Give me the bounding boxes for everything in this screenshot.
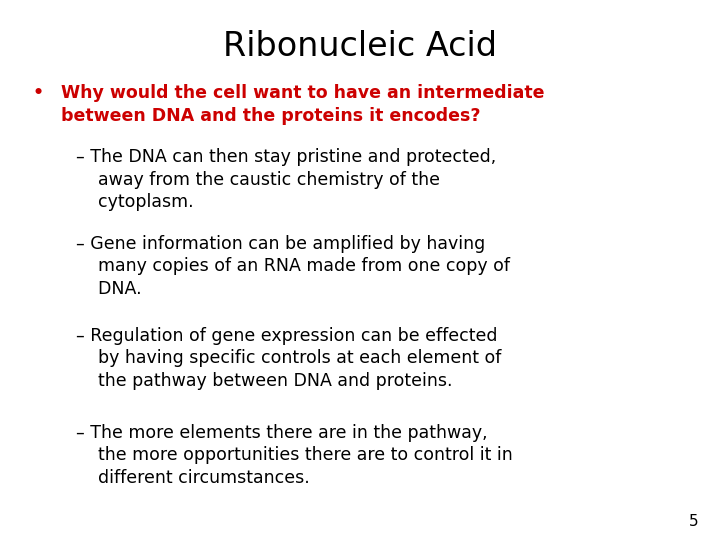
Text: •: • — [32, 84, 43, 102]
Text: 5: 5 — [689, 514, 698, 529]
Text: – The more elements there are in the pathway,
    the more opportunities there a: – The more elements there are in the pat… — [76, 424, 513, 487]
Text: – Gene information can be amplified by having
    many copies of an RNA made fro: – Gene information can be amplified by h… — [76, 235, 510, 298]
Text: Why would the cell want to have an intermediate
between DNA and the proteins it : Why would the cell want to have an inter… — [61, 84, 545, 125]
Text: – Regulation of gene expression can be effected
    by having specific controls : – Regulation of gene expression can be e… — [76, 327, 501, 390]
Text: – The DNA can then stay pristine and protected,
    away from the caustic chemis: – The DNA can then stay pristine and pro… — [76, 148, 496, 212]
Text: Ribonucleic Acid: Ribonucleic Acid — [223, 30, 497, 63]
